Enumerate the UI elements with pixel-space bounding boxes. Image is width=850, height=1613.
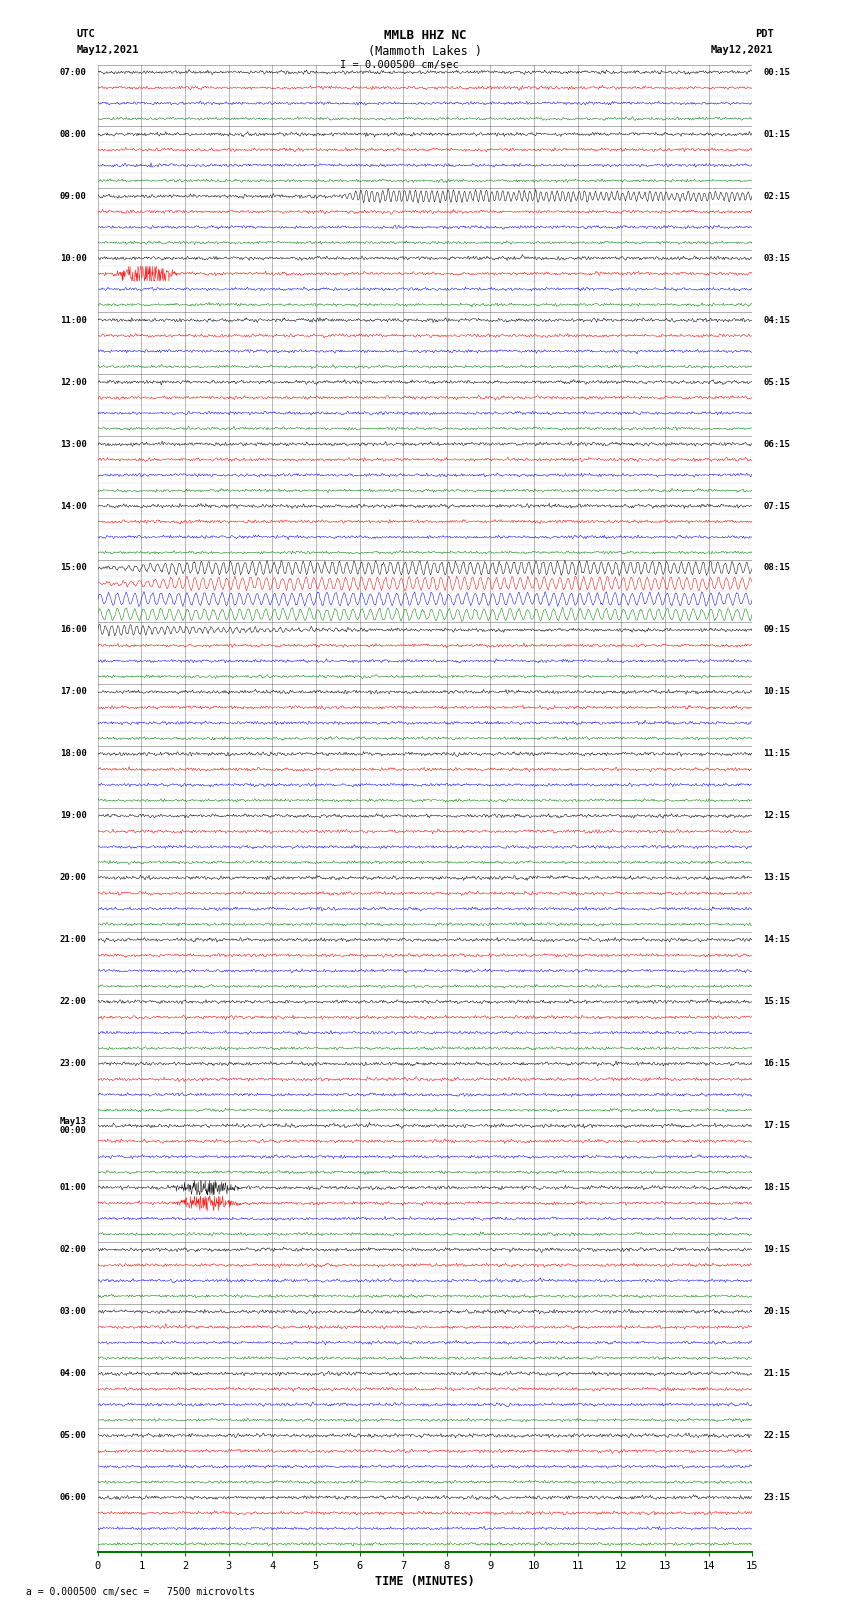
Text: 02:15: 02:15 <box>763 192 790 200</box>
Text: 03:00: 03:00 <box>60 1307 87 1316</box>
Text: MMLB HHZ NC: MMLB HHZ NC <box>383 29 467 42</box>
Text: 15:00: 15:00 <box>60 563 87 573</box>
X-axis label: TIME (MINUTES): TIME (MINUTES) <box>375 1574 475 1587</box>
Text: 23:15: 23:15 <box>763 1494 790 1502</box>
Text: 17:00: 17:00 <box>60 687 87 697</box>
Text: 19:00: 19:00 <box>60 811 87 821</box>
Text: 04:00: 04:00 <box>60 1369 87 1378</box>
Text: 05:15: 05:15 <box>763 377 790 387</box>
Text: PDT: PDT <box>755 29 774 39</box>
Text: 19:15: 19:15 <box>763 1245 790 1255</box>
Text: 17:15: 17:15 <box>763 1121 790 1131</box>
Text: 13:00: 13:00 <box>60 440 87 448</box>
Text: 20:00: 20:00 <box>60 873 87 882</box>
Text: 09:15: 09:15 <box>763 626 790 634</box>
Text: 06:15: 06:15 <box>763 440 790 448</box>
Text: (Mammoth Lakes ): (Mammoth Lakes ) <box>368 45 482 58</box>
Text: 02:00: 02:00 <box>60 1245 87 1255</box>
Text: 22:00: 22:00 <box>60 997 87 1007</box>
Text: 03:15: 03:15 <box>763 253 790 263</box>
Text: 08:00: 08:00 <box>60 129 87 139</box>
Text: 14:15: 14:15 <box>763 936 790 944</box>
Text: 00:15: 00:15 <box>763 68 790 77</box>
Text: 14:00: 14:00 <box>60 502 87 511</box>
Text: 06:00: 06:00 <box>60 1494 87 1502</box>
Text: 01:00: 01:00 <box>60 1184 87 1192</box>
Text: 16:15: 16:15 <box>763 1060 790 1068</box>
Text: I = 0.000500 cm/sec: I = 0.000500 cm/sec <box>340 60 459 69</box>
Text: 07:15: 07:15 <box>763 502 790 511</box>
Text: 08:15: 08:15 <box>763 563 790 573</box>
Text: 04:15: 04:15 <box>763 316 790 324</box>
Text: 21:15: 21:15 <box>763 1369 790 1378</box>
Text: 16:00: 16:00 <box>60 626 87 634</box>
Text: 18:00: 18:00 <box>60 750 87 758</box>
Text: 13:15: 13:15 <box>763 873 790 882</box>
Text: 05:00: 05:00 <box>60 1431 87 1440</box>
Text: May12,2021: May12,2021 <box>76 45 139 55</box>
Text: 23:00: 23:00 <box>60 1060 87 1068</box>
Text: 00:00: 00:00 <box>60 1126 87 1136</box>
Text: a = 0.000500 cm/sec =   7500 microvolts: a = 0.000500 cm/sec = 7500 microvolts <box>26 1587 255 1597</box>
Text: 12:15: 12:15 <box>763 811 790 821</box>
Text: 07:00: 07:00 <box>60 68 87 77</box>
Text: 10:00: 10:00 <box>60 253 87 263</box>
Text: May13: May13 <box>60 1116 87 1126</box>
Text: 01:15: 01:15 <box>763 129 790 139</box>
Text: 11:00: 11:00 <box>60 316 87 324</box>
Text: 20:15: 20:15 <box>763 1307 790 1316</box>
Text: 12:00: 12:00 <box>60 377 87 387</box>
Text: May12,2021: May12,2021 <box>711 45 774 55</box>
Text: 11:15: 11:15 <box>763 750 790 758</box>
Text: 21:00: 21:00 <box>60 936 87 944</box>
Text: 09:00: 09:00 <box>60 192 87 200</box>
Text: 15:15: 15:15 <box>763 997 790 1007</box>
Text: 18:15: 18:15 <box>763 1184 790 1192</box>
Text: UTC: UTC <box>76 29 95 39</box>
Text: 10:15: 10:15 <box>763 687 790 697</box>
Text: 22:15: 22:15 <box>763 1431 790 1440</box>
